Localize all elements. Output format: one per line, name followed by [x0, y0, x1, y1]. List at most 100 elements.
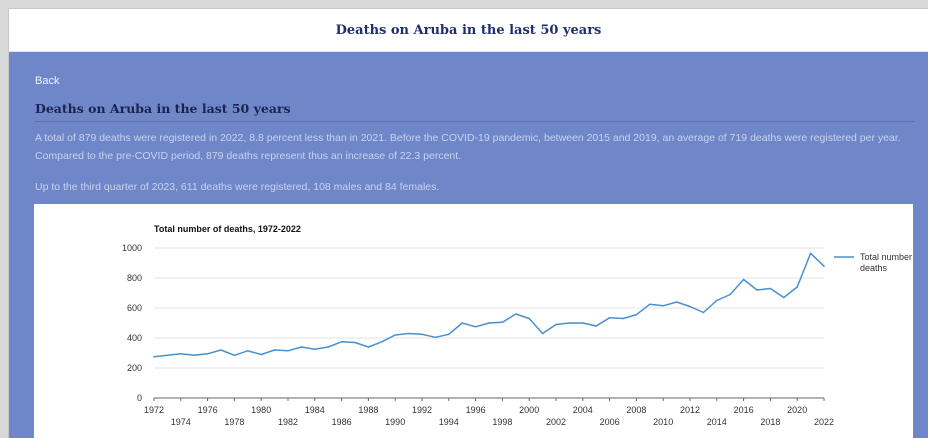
back-link[interactable]: Back [35, 75, 60, 87]
data-point [461, 322, 464, 324]
y-tick-label: 0 [137, 393, 142, 403]
x-tick-label: 2000 [519, 405, 539, 415]
x-tick-label: 1974 [171, 417, 191, 427]
legend-label-line: deaths [860, 263, 888, 273]
x-tick-label: 1992 [412, 405, 432, 415]
data-point [488, 322, 490, 324]
data-point [582, 322, 584, 324]
data-point [622, 317, 624, 320]
x-tick-label: 1978 [224, 417, 244, 427]
top-header: Deaths on Aruba in the last 50 years [9, 9, 928, 52]
x-tick-label: 2020 [787, 405, 807, 415]
data-point [381, 340, 383, 343]
chart-title: Total number of deaths, 1972-2022 [154, 224, 301, 234]
y-tick-label: 600 [127, 303, 142, 313]
data-point [809, 252, 812, 255]
x-tick-label: 1972 [144, 405, 164, 415]
data-point [649, 303, 651, 306]
data-point [742, 278, 745, 281]
x-tick-label: 1984 [305, 405, 325, 415]
data-point [153, 355, 155, 358]
data-point [180, 352, 182, 355]
data-point [260, 353, 262, 356]
quarter-paragraph: Up to the third quarter of 2023, 611 dea… [35, 181, 440, 193]
x-tick-label: 1990 [385, 417, 405, 427]
x-tick-label: 2014 [707, 417, 727, 427]
data-point [689, 305, 691, 308]
y-tick-label: 200 [127, 363, 142, 373]
x-tick-label: 1988 [358, 405, 378, 415]
data-point [783, 296, 785, 299]
data-point [769, 287, 772, 290]
data-point [729, 293, 731, 296]
data-point [528, 317, 530, 320]
data-point [287, 349, 289, 352]
deaths-line-chart: Total number of deaths, 1972-2022 020040… [122, 224, 913, 427]
chart-series [153, 252, 825, 358]
data-point [394, 334, 397, 336]
y-tick-label: 1000 [122, 243, 142, 253]
data-point [233, 354, 236, 357]
data-point [796, 286, 798, 288]
data-point [247, 349, 249, 352]
x-tick-label: 1994 [439, 417, 459, 427]
x-tick-label: 1986 [332, 417, 352, 427]
data-point [421, 333, 423, 336]
legend-label-line: Total number of [860, 252, 913, 262]
data-point [555, 323, 557, 326]
content-panel: Back Deaths on Aruba in the last 50 year… [9, 52, 928, 438]
chart-card: Total number of deaths, 1972-2022 0 200 40… [34, 204, 913, 438]
x-tick-label: 1980 [251, 405, 271, 415]
data-point [340, 340, 343, 343]
data-point [541, 332, 544, 335]
x-tick-label: 2010 [653, 417, 673, 427]
data-point [608, 316, 611, 319]
data-point [474, 325, 477, 328]
data-point [166, 354, 169, 357]
y-tick-label: 800 [127, 273, 142, 283]
data-point [206, 352, 209, 355]
data-point [220, 349, 222, 351]
y-tick-label: 400 [127, 333, 142, 343]
data-point [273, 349, 276, 351]
summary-paragraph: A total of 879 deaths were registered in… [35, 132, 901, 162]
x-tick-label: 2008 [626, 405, 646, 415]
data-point [407, 332, 410, 335]
page-title: Deaths on Aruba in the last 50 years [335, 22, 602, 38]
x-tick-label: 2004 [573, 405, 593, 415]
data-point [595, 325, 597, 327]
x-tick-label: 1998 [492, 417, 512, 427]
data-point [823, 265, 825, 267]
data-point [314, 348, 316, 351]
x-tick-label: 1996 [466, 405, 486, 415]
x-tick-label: 1976 [198, 405, 218, 415]
data-point [716, 299, 718, 302]
x-tick-label: 2016 [734, 405, 754, 415]
data-point [367, 346, 370, 348]
section-heading: Deaths on Aruba in the last 50 years [35, 101, 915, 122]
data-point [300, 346, 303, 348]
x-tick-label: 2002 [546, 417, 566, 427]
browser-viewport: Deaths on Aruba in the last 50 years Bac… [8, 8, 928, 438]
data-point [702, 311, 705, 314]
data-point [193, 354, 195, 357]
x-tick-label: 2018 [760, 417, 780, 427]
data-point [675, 301, 678, 303]
data-point [448, 333, 450, 336]
data-point [327, 346, 330, 348]
data-point [568, 322, 571, 324]
x-tick-label: 2012 [680, 405, 700, 415]
data-point [354, 341, 356, 344]
series-line [153, 252, 825, 358]
x-axis-ticks: 1972 1974 1976 1978 1980 1982 1984 1986 1988 1990… [144, 398, 834, 427]
y-axis-ticks: 0 200 400 600 800 1000 [122, 243, 142, 403]
data-point [662, 304, 664, 307]
data-point [635, 313, 638, 316]
chart-grid [154, 247, 824, 399]
data-point [501, 321, 504, 324]
data-point [756, 289, 758, 291]
x-tick-label: 2022 [814, 417, 834, 427]
data-point [434, 336, 437, 339]
